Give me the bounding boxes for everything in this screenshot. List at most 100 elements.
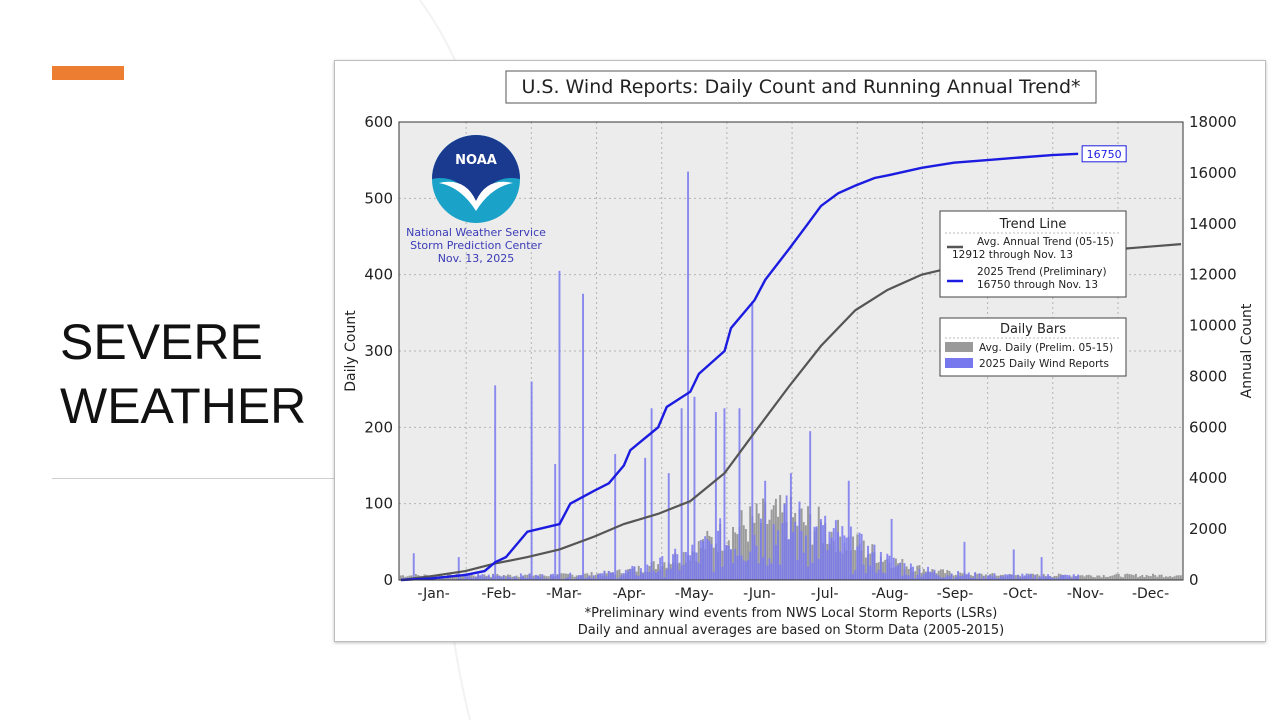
daily-wind-report-bar — [642, 573, 644, 580]
daily-wind-report-bar — [502, 575, 505, 580]
right-tick-label: 0 — [1189, 571, 1199, 589]
daily-wind-report-bar — [712, 571, 715, 580]
avg-daily-bar — [882, 561, 884, 580]
daily-wind-report-bar — [575, 577, 578, 580]
avg-daily-bar — [453, 575, 456, 580]
daily-wind-report-bar — [462, 578, 464, 580]
daily-wind-report-bar — [699, 539, 702, 580]
avg-daily-bar — [402, 575, 404, 580]
daily-wind-report-bar — [674, 548, 677, 580]
logo-org-line-2: Storm Prediction Center — [410, 239, 542, 252]
daily-wind-report-bar — [899, 562, 902, 580]
daily-wind-report-bar — [412, 553, 415, 580]
daily-wind-report-bar — [464, 573, 467, 580]
plot-frame — [398, 121, 1184, 581]
avg-daily-bar — [1147, 575, 1150, 580]
left-tick-label: 400 — [364, 266, 393, 284]
trend-legend: Trend Line Avg. Annual Trend (05-15) 129… — [939, 210, 1127, 298]
avg-daily-bar — [807, 506, 809, 580]
daily-wind-report-bar — [440, 578, 443, 580]
daily-wind-report-bar — [504, 578, 507, 580]
daily-wind-report-bar — [1002, 576, 1004, 580]
daily-wind-report-bar — [884, 573, 887, 580]
month-tick-label: -Jul- — [811, 586, 839, 602]
daily-wind-report-bar — [624, 569, 627, 580]
right-tick-label: 2000 — [1189, 520, 1227, 538]
right-tick-label: 18000 — [1189, 113, 1237, 131]
avg-daily-bar — [817, 506, 820, 580]
avg-daily-bar — [980, 573, 983, 580]
avg-daily-bar — [740, 510, 743, 580]
right-tick-label: 4000 — [1189, 469, 1227, 487]
daily-wind-report-bar — [830, 537, 833, 580]
daily-wind-report-bar — [599, 573, 602, 580]
daily-wind-report-bar — [472, 577, 475, 580]
daily-wind-report-bar — [1006, 574, 1009, 580]
trend-legend-avg-label-1: Avg. Annual Trend (05-15) — [977, 236, 1114, 248]
daily-wind-report-bar — [545, 578, 548, 580]
avg-daily-bar — [1117, 574, 1120, 580]
slide-title: SEVERE WEATHER — [60, 310, 330, 438]
daily-wind-report-bar — [1027, 575, 1030, 580]
daily-wind-report-bar — [875, 573, 878, 580]
daily-wind-report-bar — [509, 577, 512, 580]
daily-wind-report-bar — [470, 577, 473, 580]
month-tick-label: -Jun- — [743, 586, 776, 602]
avg-daily-bar — [852, 536, 854, 580]
daily-wind-report-bar — [708, 540, 711, 580]
daily-wind-report-bar — [564, 578, 567, 580]
daily-wind-report-bar — [772, 524, 775, 580]
daily-wind-report-bar — [871, 552, 874, 580]
bars-legend-avg-swatch — [945, 342, 973, 352]
daily-wind-report-bar — [813, 526, 816, 580]
left-tick-label: 600 — [364, 113, 393, 131]
daily-wind-report-bar — [877, 569, 880, 580]
avg-daily-bar — [1139, 576, 1142, 580]
daily-wind-report-bar — [661, 556, 664, 580]
daily-wind-report-bar — [873, 544, 876, 580]
avg-daily-bar — [586, 573, 589, 580]
left-tick-label: 0 — [383, 571, 393, 589]
avg-daily-bar — [567, 573, 569, 580]
avg-daily-bar — [1137, 577, 1139, 580]
daily-wind-report-bar — [860, 533, 863, 580]
daily-wind-report-bar — [939, 577, 942, 580]
avg-daily-bar — [511, 576, 514, 580]
daily-wind-report-bar — [802, 552, 805, 580]
daily-wind-report-bar — [892, 557, 895, 580]
daily-wind-report-bar — [1064, 574, 1067, 580]
daily-wind-report-bar — [961, 575, 964, 580]
avg-daily-bar — [526, 574, 529, 580]
avg-daily-bar — [1119, 576, 1122, 580]
avg-daily-bar — [744, 529, 747, 580]
daily-wind-report-bar — [541, 574, 544, 580]
avg-daily-bar — [995, 575, 998, 580]
avg-daily-bar — [532, 575, 535, 580]
daily-wind-report-bar — [862, 564, 865, 580]
avg-daily-bar — [796, 525, 799, 580]
avg-daily-bar — [462, 575, 464, 580]
daily-wind-report-bar — [695, 552, 698, 580]
avg-daily-bar — [663, 562, 666, 580]
daily-wind-report-bar — [492, 574, 494, 580]
month-tick-label: -Jan- — [417, 586, 449, 602]
daily-wind-report-bar — [496, 575, 499, 580]
daily-wind-report-bar — [717, 530, 719, 580]
daily-wind-report-bar — [1059, 575, 1062, 580]
daily-wind-report-bar — [1044, 577, 1047, 580]
daily-wind-report-bar — [603, 570, 606, 580]
daily-wind-report-bar — [511, 578, 514, 580]
avg-daily-bar — [1094, 577, 1097, 580]
daily-wind-report-bar — [834, 520, 837, 580]
daily-wind-report-bar — [678, 570, 681, 580]
avg-daily-bar — [590, 572, 593, 580]
daily-wind-report-bar — [654, 572, 657, 580]
avg-daily-bar — [1128, 574, 1131, 580]
avg-daily-bar — [779, 494, 782, 580]
avg-daily-bar — [515, 575, 518, 580]
avg-daily-bar — [1104, 576, 1107, 580]
daily-wind-report-bar — [665, 569, 668, 580]
daily-wind-report-bar — [637, 575, 640, 580]
daily-wind-report-bar — [586, 577, 589, 580]
daily-wind-report-bar — [479, 575, 482, 580]
